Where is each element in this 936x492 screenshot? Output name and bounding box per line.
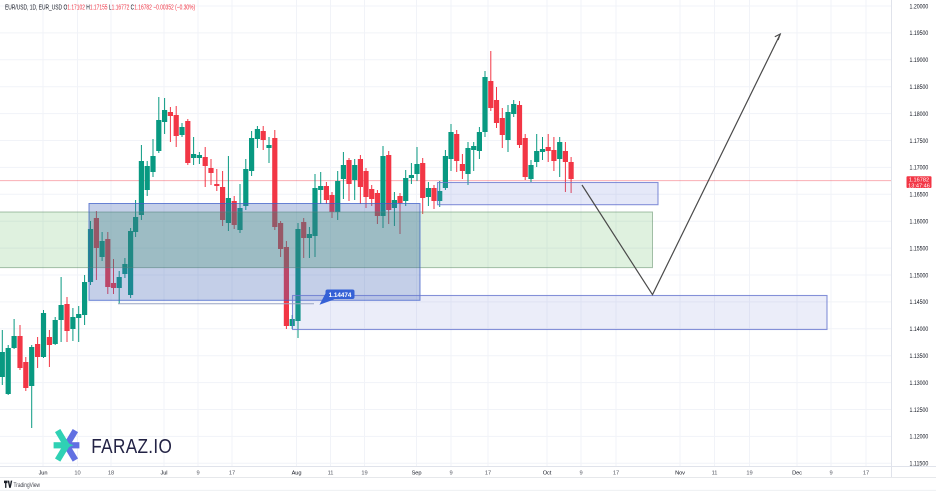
svg-text:EUR/USD, 1D, EUR_USD O1.17102: EUR/USD, 1D, EUR_USD O1.17102 H1.17155 L… xyxy=(5,5,195,12)
svg-text:1.16782: 1.16782 xyxy=(909,177,929,183)
svg-text:17: 17 xyxy=(229,470,235,476)
svg-text:1.17000: 1.17000 xyxy=(910,165,929,172)
svg-text:1.16500: 1.16500 xyxy=(910,192,929,199)
svg-text:11: 11 xyxy=(328,470,334,476)
svg-text:TradingView: TradingView xyxy=(14,482,41,489)
svg-text:Jul: Jul xyxy=(161,470,168,476)
svg-text:11: 11 xyxy=(712,470,718,476)
svg-text:Nov: Nov xyxy=(675,470,685,476)
svg-text:13:47:46: 13:47:46 xyxy=(908,183,930,189)
svg-text:1.19000: 1.19000 xyxy=(910,57,929,64)
svg-text:1.19500: 1.19500 xyxy=(910,30,929,37)
svg-text:Dec: Dec xyxy=(792,470,802,476)
svg-text:FARAZ.IO: FARAZ.IO xyxy=(91,434,172,457)
svg-text:17: 17 xyxy=(485,470,491,476)
svg-text:1.12000: 1.12000 xyxy=(910,434,929,441)
svg-text:1.13000: 1.13000 xyxy=(910,380,929,387)
svg-text:17: 17 xyxy=(863,470,869,476)
svg-text:9: 9 xyxy=(449,470,452,476)
svg-text:18: 18 xyxy=(108,470,114,476)
svg-text:1.17500: 1.17500 xyxy=(910,138,929,145)
svg-text:1.14474: 1.14474 xyxy=(329,292,352,299)
svg-text:9: 9 xyxy=(579,470,582,476)
svg-text:Sep: Sep xyxy=(412,470,422,476)
svg-text:Jun: Jun xyxy=(39,470,48,476)
svg-text:1.12500: 1.12500 xyxy=(910,407,929,414)
svg-text:1.20000: 1.20000 xyxy=(910,3,929,10)
svg-text:1.18500: 1.18500 xyxy=(910,84,929,91)
svg-text:1.18000: 1.18000 xyxy=(910,111,929,118)
svg-text:9: 9 xyxy=(829,470,832,476)
svg-text:19: 19 xyxy=(361,470,367,476)
svg-text:10: 10 xyxy=(74,470,80,476)
svg-text:1.14500: 1.14500 xyxy=(910,299,929,306)
svg-text:1.16000: 1.16000 xyxy=(910,219,929,226)
svg-text:17: 17 xyxy=(613,470,619,476)
svg-text:Aug: Aug xyxy=(292,470,302,476)
svg-text:1.14000: 1.14000 xyxy=(910,326,929,333)
svg-text:1.15500: 1.15500 xyxy=(910,245,929,252)
svg-text:1.13500: 1.13500 xyxy=(910,353,929,360)
svg-text:1.15000: 1.15000 xyxy=(910,272,929,279)
svg-text:19: 19 xyxy=(746,470,752,476)
svg-text:1.11500: 1.11500 xyxy=(910,461,929,468)
svg-text:Oct: Oct xyxy=(543,470,552,476)
svg-text:9: 9 xyxy=(196,470,199,476)
